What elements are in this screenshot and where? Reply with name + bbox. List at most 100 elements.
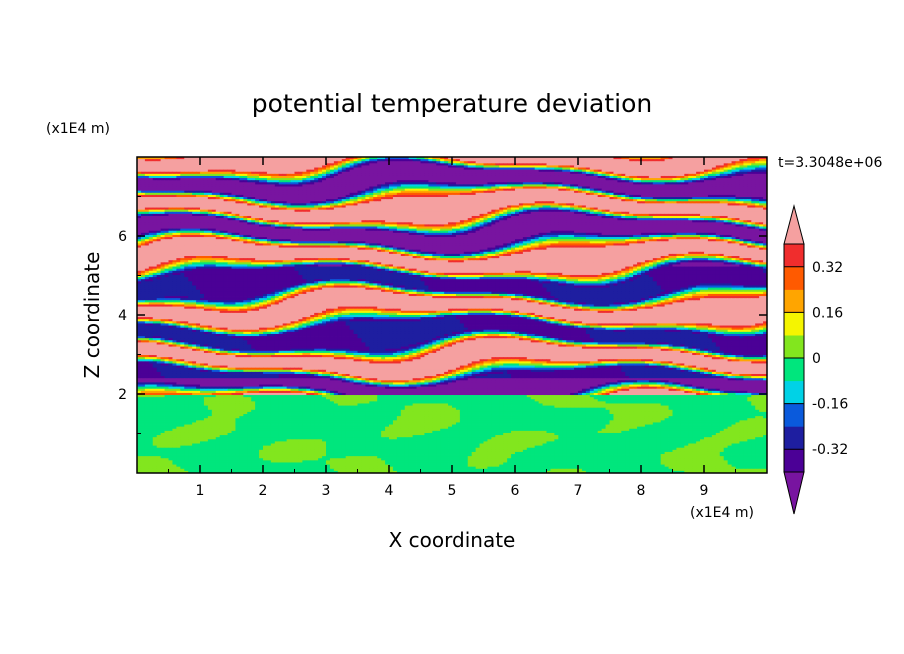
field-cell [211, 173, 217, 177]
field-cell [223, 205, 228, 208]
field-cell [735, 157, 740, 160]
field-cell [704, 190, 709, 194]
field-cell [487, 178, 492, 181]
field-cell [227, 165, 232, 168]
field-cell [609, 188, 614, 192]
field-cell [353, 169, 358, 173]
field-cell [243, 201, 248, 204]
field-cell [495, 167, 500, 171]
field-cell [203, 163, 209, 166]
field-cell [211, 182, 217, 185]
field-cell [688, 175, 693, 179]
field-cell [455, 182, 461, 185]
field-cell [617, 157, 622, 160]
field-cell [176, 186, 181, 189]
field-cell [578, 167, 583, 171]
field-cell [137, 175, 142, 179]
field-cell [428, 188, 433, 192]
field-cell [373, 175, 378, 179]
field-cell [196, 203, 201, 206]
field-cell [251, 180, 256, 183]
field-cell [211, 201, 217, 204]
field-cell [759, 203, 764, 206]
field-cell [526, 167, 532, 171]
field-cell [530, 201, 536, 204]
field-cell [215, 159, 221, 162]
field-cell [274, 184, 280, 187]
field-cell [530, 169, 536, 173]
field-cell [404, 159, 410, 162]
field-cell [613, 169, 618, 173]
field-cell [400, 173, 406, 177]
field-cell [247, 171, 252, 175]
field-cell [566, 169, 571, 173]
field-cell [345, 161, 351, 164]
field-cell [302, 182, 307, 185]
field-cell [637, 180, 642, 183]
field-cell [700, 184, 705, 187]
field-cell [436, 201, 441, 204]
field-cell [385, 188, 390, 192]
field-cell [617, 192, 622, 196]
field-cell [644, 165, 650, 168]
field-cell [554, 178, 559, 181]
field-cell [711, 205, 717, 208]
field-cell [668, 192, 673, 196]
field-cell [377, 159, 382, 162]
field-cell [266, 199, 272, 202]
field-cell [574, 180, 579, 183]
field-cell [511, 169, 516, 173]
field-cell [329, 192, 335, 196]
field-cell [696, 159, 701, 162]
field-cell [345, 186, 351, 189]
field-cell [369, 157, 374, 160]
field-cell [176, 165, 181, 168]
field-cell [609, 165, 614, 168]
field-cell [294, 161, 299, 164]
field-cell [326, 203, 331, 206]
field-cell [739, 192, 744, 196]
field-cell [200, 167, 205, 171]
field-cell [487, 192, 492, 196]
field-cell [688, 201, 693, 204]
field-cell [684, 190, 689, 194]
field-cell [306, 180, 311, 183]
field-cell [605, 182, 610, 185]
field-cell [629, 199, 634, 202]
field-cell [345, 157, 351, 160]
field-cell [696, 161, 701, 164]
field-cell [656, 173, 662, 177]
field-cell [593, 178, 599, 181]
field-cell [227, 182, 232, 185]
field-cell [176, 180, 181, 183]
field-cell [172, 199, 177, 202]
field-cell [680, 201, 685, 204]
field-cell [392, 207, 398, 211]
field-cell [286, 167, 291, 171]
field-cell [751, 192, 756, 196]
field-cell [314, 157, 319, 160]
field-cell [294, 192, 299, 196]
field-cell [227, 167, 232, 171]
field-cell [471, 188, 477, 192]
field-cell [566, 201, 571, 204]
field-cell [735, 159, 740, 162]
field-cell [329, 186, 335, 189]
field-cell [637, 207, 642, 211]
field-cell [286, 203, 291, 206]
field-cell [617, 178, 622, 181]
field-cell [491, 192, 496, 196]
field-cell [428, 197, 433, 200]
field-cell [353, 175, 358, 179]
field-cell [377, 194, 382, 198]
field-cell [515, 199, 520, 202]
field-cell [337, 163, 343, 166]
field-cell [605, 203, 610, 206]
field-cell [247, 186, 252, 189]
field-cell [530, 173, 536, 177]
field-cell [152, 192, 158, 196]
field-cell [310, 175, 315, 179]
field-cell [219, 188, 225, 192]
field-cell [341, 205, 347, 208]
field-cell [467, 207, 473, 211]
